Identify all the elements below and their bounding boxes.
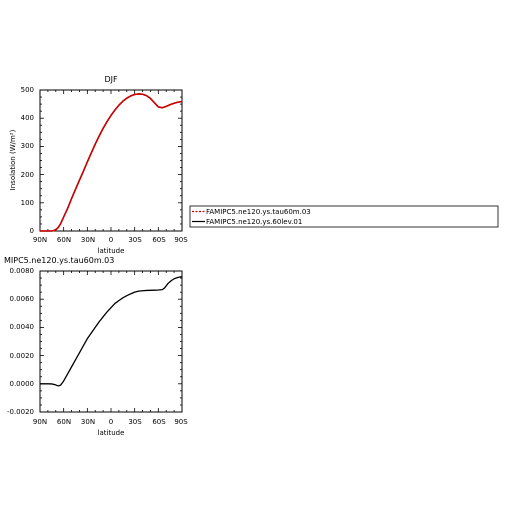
- top-x-tick-label: 90S: [174, 236, 188, 244]
- bottom-x-tick-label: 90S: [174, 418, 188, 426]
- top-y-tick-label: 400: [21, 114, 34, 122]
- top-y-tick-label: 0: [30, 227, 34, 235]
- legend-label-tau60m: FAMIPC5.ne120.ys.tau60m.03: [206, 208, 311, 216]
- legend: FAMIPC5.ne120.ys.tau60m.03 FAMIPC5.ne120…: [189, 205, 499, 228]
- bottom-x-tick-label: 0: [109, 418, 113, 426]
- top-x-tick-labels: 90N 60N 30N 0 30S 60S 90S: [33, 236, 188, 244]
- top-y-tick-label: 500: [21, 86, 34, 94]
- top-x-minor-ticks: [39, 90, 183, 231]
- top-x-axis-label: latitude: [98, 247, 125, 255]
- bottom-x-tick-label: 30S: [128, 418, 142, 426]
- bottom-series-line: [40, 276, 183, 387]
- top-x-tick-label: 0: [109, 236, 113, 244]
- top-chart-title: DJF: [104, 75, 118, 84]
- top-x-tick-label: 60N: [57, 236, 71, 244]
- bottom-y-tick-label: -0.0020: [7, 408, 34, 416]
- insolation-panel: DJF 90N 60N 30N 0 30S 60S 90S 0 100 200 …: [9, 75, 188, 255]
- bottom-x-tick-label: 90N: [33, 418, 47, 426]
- bottom-x-tick-label: 60N: [57, 418, 71, 426]
- bottom-x-tick-labels: 90N 60N 30N 0 30S 60S 90S: [33, 418, 188, 426]
- bottom-x-axis-label: latitude: [98, 429, 125, 437]
- bottom-y-tick-label: 0.0060: [10, 295, 35, 303]
- top-x-tick-label: 60S: [152, 236, 166, 244]
- bottom-y-tick-labels: -0.0020 0.0000 0.0020 0.0040 0.0060 0.00…: [7, 267, 34, 416]
- bottom-plot-frame: [39, 270, 183, 413]
- top-series-lines: [40, 93, 183, 232]
- bottom-y-tick-label: 0.0040: [10, 323, 35, 331]
- legend-label-60lev: FAMIPC5.ne120.ys.60lev.01: [206, 218, 302, 226]
- top-y-minor-ticks: [40, 89, 182, 232]
- top-y-tick-labels: 0 100 200 300 400 500: [21, 86, 34, 235]
- top-y-axis-label: Insolation (W/m²): [9, 129, 17, 190]
- bottom-y-tick-label: 0.0080: [10, 267, 35, 275]
- difference-panel: MIPC5.ne120.ys.tau60m.03 90N 60N 30N 0 3…: [4, 256, 188, 437]
- top-plot-frame: [39, 89, 183, 232]
- top-y-tick-label: 200: [21, 171, 34, 179]
- top-x-tick-label: 30S: [128, 236, 142, 244]
- top-x-tick-label: 30N: [81, 236, 95, 244]
- bottom-x-minor-ticks: [39, 271, 183, 412]
- bottom-x-tick-label: 30N: [81, 418, 95, 426]
- top-series-line: [40, 93, 183, 232]
- bottom-y-minor-ticks: [40, 270, 182, 413]
- bottom-chart-title: MIPC5.ne120.ys.tau60m.03: [4, 256, 114, 265]
- bottom-x-tick-label: 60S: [152, 418, 166, 426]
- top-y-tick-label: 300: [21, 142, 34, 150]
- bottom-y-tick-label: 0.0000: [10, 380, 35, 388]
- legend-box: [189, 205, 499, 228]
- bottom-y-tick-label: 0.0020: [10, 352, 35, 360]
- bottom-series-lines: [40, 276, 183, 387]
- top-x-tick-label: 90N: [33, 236, 47, 244]
- top-y-tick-label: 100: [21, 199, 34, 207]
